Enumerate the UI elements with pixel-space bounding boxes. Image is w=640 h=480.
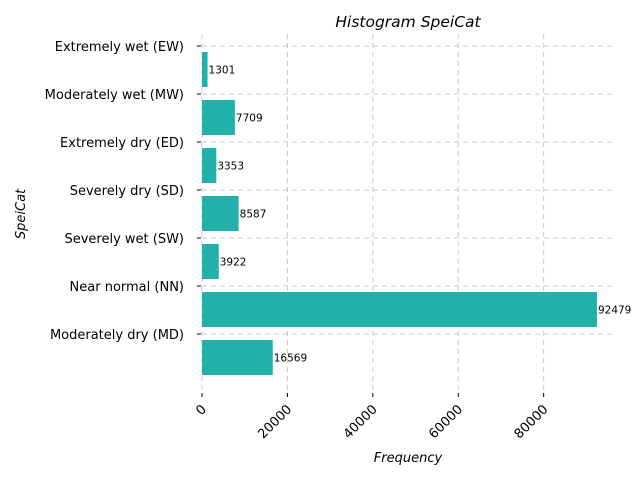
bar: [202, 340, 273, 375]
data-label: 1301: [209, 65, 236, 77]
x-tick-label: 80000: [512, 402, 552, 442]
x-tick-label: 40000: [341, 402, 381, 442]
data-label: 8587: [240, 209, 267, 221]
x-tick-label: 20000: [255, 402, 295, 442]
bar: [202, 292, 597, 327]
x-tick-label: 60000: [426, 402, 466, 442]
y-tick-label: Extremely wet (EW): [55, 40, 184, 55]
y-axis-ticks: Extremely wet (EW) Moderately wet (MW) Ext…: [45, 40, 201, 343]
x-axis-label: Frequency: [374, 451, 443, 466]
data-label: 3353: [217, 161, 244, 173]
data-label: 92479: [598, 305, 631, 317]
y-tick-label: Severely dry (SD): [70, 184, 184, 199]
y-tick-label: Near normal (NN): [70, 280, 184, 295]
y-axis-label: SpeiCat: [14, 188, 29, 239]
bar: [202, 100, 235, 135]
chart-title: Histogram SpeiCat: [335, 13, 481, 31]
grid-lines: [201, 34, 612, 392]
x-axis-ticks: 0 20000 40000 60000 80000: [193, 393, 551, 442]
data-label: 16569: [274, 353, 307, 365]
bar: [202, 244, 219, 279]
y-tick-label: Extremely dry (ED): [60, 136, 184, 151]
data-label: 7709: [236, 113, 263, 125]
y-tick-label: Severely wet (SW): [64, 232, 184, 247]
bar: [202, 52, 208, 87]
bar: [202, 148, 217, 183]
bar: [202, 196, 239, 231]
x-tick-label: 0: [193, 402, 209, 418]
bars: 1301 7709 3353 8587 3922 92479 16569: [202, 52, 631, 375]
y-tick-label: Moderately wet (MW): [45, 88, 184, 103]
y-tick-label: Moderately dry (MD): [50, 328, 184, 343]
data-label: 3922: [220, 257, 247, 269]
